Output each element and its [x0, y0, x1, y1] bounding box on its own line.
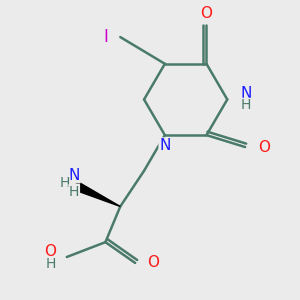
- Text: H: H: [59, 176, 70, 190]
- Text: O: O: [44, 244, 56, 259]
- Text: O: O: [147, 255, 159, 270]
- Text: H: H: [241, 98, 251, 112]
- Text: I: I: [103, 28, 108, 46]
- Text: O: O: [200, 6, 212, 21]
- Text: O: O: [259, 140, 271, 154]
- Text: H: H: [69, 184, 80, 199]
- Text: H: H: [46, 257, 56, 272]
- Text: N: N: [159, 138, 170, 153]
- Text: N: N: [241, 86, 252, 101]
- Polygon shape: [74, 182, 120, 206]
- Text: N: N: [68, 168, 80, 183]
